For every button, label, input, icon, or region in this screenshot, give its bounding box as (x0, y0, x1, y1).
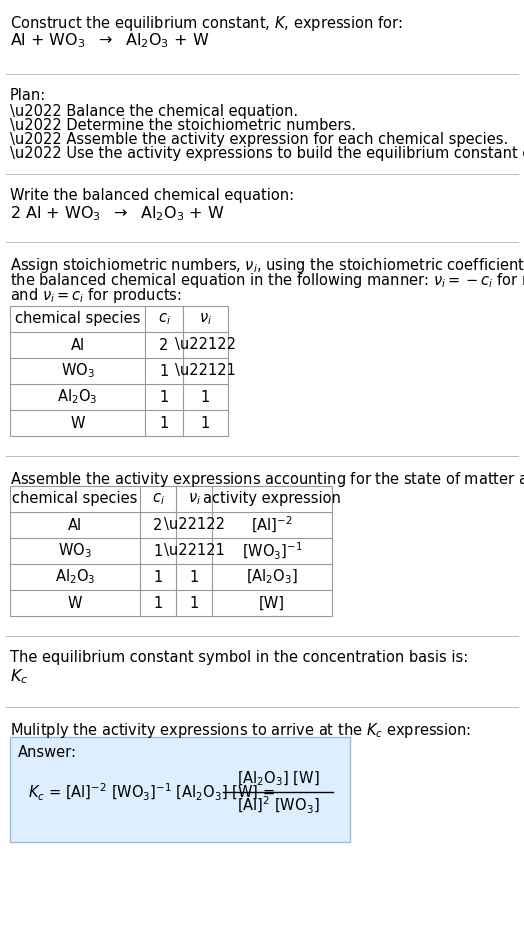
Text: and $\nu_i = c_i$ for products:: and $\nu_i = c_i$ for products: (10, 286, 182, 305)
Text: $\nu_i$: $\nu_i$ (199, 311, 212, 327)
Bar (10, 737, 350, 842)
Text: Al$_2$O$_3$: Al$_2$O$_3$ (55, 568, 95, 587)
Text: \u22121: \u22121 (163, 544, 224, 558)
Text: Al: Al (70, 338, 84, 353)
Text: [Al$_2$O$_3$]: [Al$_2$O$_3$] (246, 568, 298, 586)
Text: \u2022 Determine the stoichiometric numbers.: \u2022 Determine the stoichiometric numb… (10, 118, 356, 133)
Text: Al + WO$_3$  $\rightarrow$  Al$_2$O$_3$ + W: Al + WO$_3$ $\rightarrow$ Al$_2$O$_3$ + … (10, 31, 210, 49)
Text: 1: 1 (159, 416, 169, 431)
Text: [Al]$^{-2}$: [Al]$^{-2}$ (251, 514, 293, 535)
Text: \u2022 Assemble the activity expression for each chemical species.: \u2022 Assemble the activity expression … (10, 132, 508, 147)
Text: 1: 1 (154, 595, 162, 611)
Text: [W]: [W] (259, 595, 285, 611)
Text: 1: 1 (159, 363, 169, 378)
Text: Al: Al (68, 517, 82, 533)
Text: $c_i$: $c_i$ (158, 311, 170, 327)
Bar (10, 306, 228, 436)
Text: W: W (68, 595, 82, 611)
Text: W: W (70, 416, 85, 431)
Text: [WO$_3$]$^{-1}$: [WO$_3$]$^{-1}$ (242, 540, 302, 561)
Text: 2 Al + WO$_3$  $\rightarrow$  Al$_2$O$_3$ + W: 2 Al + WO$_3$ $\rightarrow$ Al$_2$O$_3$ … (10, 204, 225, 223)
Text: $K_c$ = [Al]$^{-2}$ [WO$_3$]$^{-1}$ [Al$_2$O$_3$] [W] =: $K_c$ = [Al]$^{-2}$ [WO$_3$]$^{-1}$ [Al$… (28, 782, 275, 803)
Text: 2: 2 (159, 338, 169, 353)
Text: Write the balanced chemical equation:: Write the balanced chemical equation: (10, 188, 294, 203)
Text: 1: 1 (201, 416, 210, 431)
Text: \u22121: \u22121 (175, 363, 236, 378)
Text: Mulitply the activity expressions to arrive at the $K_c$ expression:: Mulitply the activity expressions to arr… (10, 721, 471, 740)
Text: The equilibrium constant symbol in the concentration basis is:: The equilibrium constant symbol in the c… (10, 650, 468, 665)
Text: chemical species: chemical species (15, 312, 140, 326)
Text: 1: 1 (189, 595, 199, 611)
Text: 1: 1 (201, 390, 210, 404)
Text: the balanced chemical equation in the following manner: $\nu_i = -c_i$ for react: the balanced chemical equation in the fo… (10, 271, 524, 290)
Bar (10, 486, 332, 616)
Text: \u22122: \u22122 (175, 338, 236, 353)
Text: $K_c$: $K_c$ (10, 667, 28, 686)
Text: \u2022 Balance the chemical equation.: \u2022 Balance the chemical equation. (10, 104, 298, 119)
Text: 2: 2 (154, 517, 162, 533)
Text: \u22122: \u22122 (163, 517, 224, 533)
Text: WO$_3$: WO$_3$ (58, 542, 92, 560)
Text: WO$_3$: WO$_3$ (61, 361, 94, 380)
Text: $c_i$: $c_i$ (151, 491, 165, 507)
Text: \u2022 Use the activity expressions to build the equilibrium constant expression: \u2022 Use the activity expressions to b… (10, 146, 524, 161)
Text: [Al]$^2$ [WO$_3$]: [Al]$^2$ [WO$_3$] (237, 794, 319, 816)
Text: Answer:: Answer: (18, 745, 77, 760)
Text: 1: 1 (159, 390, 169, 404)
Text: Plan:: Plan: (10, 88, 46, 103)
Text: Assemble the activity expressions accounting for the state of matter and $\nu_i$: Assemble the activity expressions accoun… (10, 470, 524, 489)
Text: $\nu_i$: $\nu_i$ (188, 491, 201, 507)
Text: 1: 1 (154, 570, 162, 585)
Text: chemical species: chemical species (12, 492, 138, 507)
Text: 1: 1 (154, 544, 162, 558)
Text: [Al$_2$O$_3$] [W]: [Al$_2$O$_3$] [W] (237, 769, 319, 788)
Text: 1: 1 (189, 570, 199, 585)
Text: Assign stoichiometric numbers, $\nu_i$, using the stoichiometric coefficients, $: Assign stoichiometric numbers, $\nu_i$, … (10, 256, 524, 275)
Text: Al$_2$O$_3$: Al$_2$O$_3$ (57, 388, 98, 406)
Text: Construct the equilibrium constant, $K$, expression for:: Construct the equilibrium constant, $K$,… (10, 14, 402, 33)
Text: activity expression: activity expression (203, 492, 341, 507)
